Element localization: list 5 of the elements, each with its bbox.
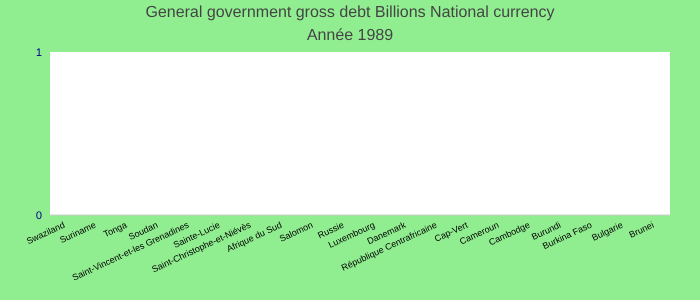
chart-title: General government gross debt Billions National currency (144, 4, 556, 22)
x-tick-label: Tonga (102, 220, 128, 240)
y-tick-label: 0 (36, 210, 42, 222)
y-tick-label: 1 (36, 46, 42, 59)
chart-subtitle: Année 1989 (306, 27, 394, 45)
